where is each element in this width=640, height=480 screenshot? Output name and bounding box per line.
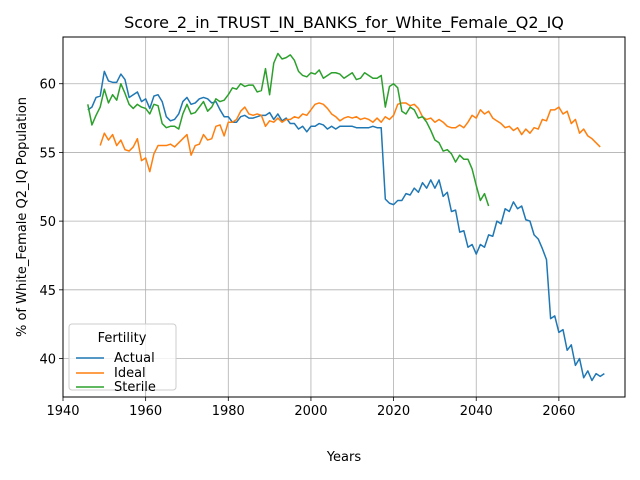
- series-line-actual: [87, 70, 605, 382]
- y-axis-ticks: 40 45 50 55 60: [39, 78, 63, 368]
- y-axis-label: % of White_Female Q2_IQ Population: [15, 97, 30, 337]
- y-tick-label: 45: [39, 284, 56, 299]
- series-line-ideal: [99, 102, 601, 173]
- x-tick-label: 1960: [129, 404, 162, 419]
- x-axis-ticks: 1940 1960 1980 2000 2020 2040 2060: [46, 397, 575, 419]
- x-tick-label: 1980: [212, 404, 245, 419]
- series-layer: [87, 52, 605, 382]
- legend-title: Fertility: [98, 331, 147, 346]
- y-tick-label: 40: [39, 353, 56, 368]
- y-tick-label: 55: [39, 146, 56, 161]
- x-tick-label: 2040: [460, 404, 493, 419]
- legend-label-ideal: Ideal: [114, 366, 146, 381]
- y-tick-label: 50: [39, 215, 56, 230]
- x-axis-label: Years: [326, 450, 362, 465]
- legend: Fertility Actual Ideal Sterile: [68, 323, 177, 395]
- plot-frame: [62, 36, 626, 398]
- legend-label-actual: Actual: [114, 351, 155, 366]
- y-tick-label: 60: [39, 78, 56, 93]
- x-tick-label: 2060: [542, 404, 575, 419]
- series-line-sterile: [87, 52, 490, 207]
- legend-label-sterile: Sterile: [114, 380, 156, 395]
- chart-title: Score_2_in_TRUST_IN_BANKS_for_White_Fema…: [124, 13, 564, 33]
- x-tick-label: 2020: [377, 404, 410, 419]
- x-tick-label: 1940: [46, 404, 79, 419]
- x-tick-label: 2000: [294, 404, 327, 419]
